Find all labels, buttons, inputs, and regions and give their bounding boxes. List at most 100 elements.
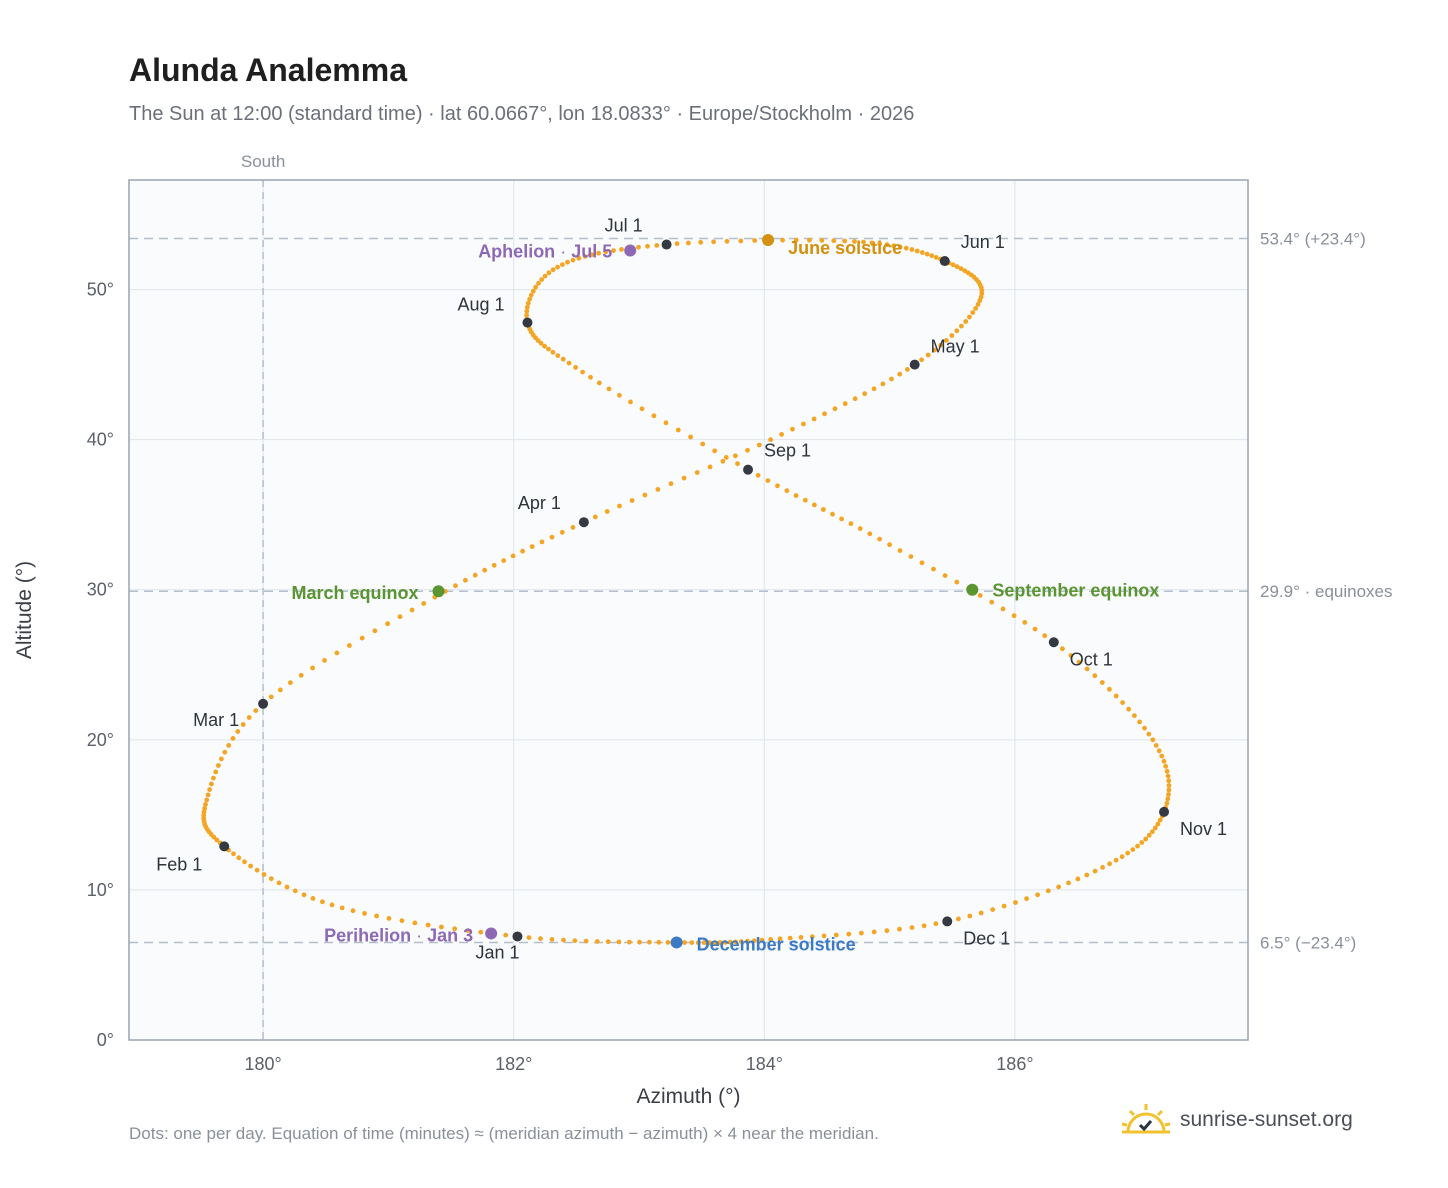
daily-sun-dot: [954, 264, 960, 270]
month-marker: [1159, 806, 1170, 817]
daily-sun-dot: [674, 241, 680, 247]
event-marker: [670, 936, 683, 949]
month-marker: [909, 359, 920, 370]
daily-sun-dot: [222, 749, 228, 755]
daily-sun-dot: [848, 521, 854, 527]
daily-sun-dot: [261, 872, 267, 877]
daily-sun-dot: [914, 248, 920, 254]
daily-sun-dot: [527, 296, 532, 302]
daily-sun-dot: [787, 935, 793, 941]
daily-sun-dot: [694, 470, 700, 475]
daily-sun-dot: [421, 601, 427, 606]
daily-sun-dot: [1100, 865, 1105, 870]
daily-sun-dot: [733, 453, 738, 459]
daily-sun-dot: [1157, 817, 1163, 823]
daily-sun-dot: [549, 937, 555, 942]
y-axis-label: Altitude (°): [13, 561, 36, 659]
daily-sun-dot: [525, 300, 531, 306]
daily-sun-dot: [276, 880, 282, 886]
daily-sun-dot: [755, 472, 761, 478]
month-marker-label: Feb 1: [156, 854, 202, 874]
daily-sun-dot: [700, 441, 706, 447]
daily-sun-dot: [549, 534, 555, 540]
event-name: March equinox: [291, 583, 418, 603]
daily-sun-dot: [954, 579, 960, 585]
daily-sun-dot: [735, 461, 740, 467]
daily-sun-dot: [675, 427, 681, 433]
daily-sun-dot: [1107, 861, 1112, 867]
event-marker: [624, 244, 637, 257]
daily-sun-dot: [1022, 620, 1028, 625]
daily-sun-dot: [560, 262, 565, 267]
month-marker-label: Oct 1: [1070, 649, 1113, 669]
daily-sun-dot: [1164, 768, 1170, 774]
daily-sun-dot: [793, 237, 799, 243]
daily-sun-dot: [933, 921, 939, 927]
daily-sun-dot: [978, 910, 984, 916]
daily-sun-dot: [745, 447, 750, 453]
event-name: December solstice: [697, 934, 856, 954]
daily-sun-dot: [1156, 748, 1162, 754]
daily-sun-dot: [798, 935, 804, 940]
daily-sun-dot: [1125, 850, 1131, 856]
daily-sun-dot: [1045, 888, 1051, 894]
brand[interactable]: sunrise-sunset.org: [1120, 1102, 1353, 1138]
daily-sun-dot: [1056, 884, 1061, 890]
daily-sun-dot: [1000, 606, 1006, 612]
daily-sun-dot: [478, 929, 484, 935]
daily-sun-dot: [546, 270, 552, 276]
daily-sun-dot: [472, 572, 478, 578]
daily-sun-dot: [204, 797, 210, 803]
daily-sun-dot: [929, 253, 935, 259]
daily-sun-dot: [877, 536, 882, 542]
daily-sun-dot: [617, 392, 622, 398]
daily-sun-dot: [412, 920, 418, 926]
brand-name: sunrise-sunset.org: [1180, 1108, 1353, 1131]
daily-sun-dot: [254, 867, 260, 873]
daily-sun-dot: [665, 940, 671, 945]
daily-sun-dot: [1113, 693, 1119, 699]
daily-sun-dot: [246, 715, 252, 720]
daily-sun-dot: [538, 340, 544, 346]
daily-sun-dot: [219, 756, 224, 762]
daily-sun-dot: [698, 239, 704, 245]
daily-sun-dot: [596, 380, 602, 386]
daily-sun-dot: [724, 238, 730, 244]
daily-sun-dot: [1113, 857, 1119, 863]
daily-sun-dot: [301, 892, 307, 898]
daily-sun-dot: [542, 343, 547, 349]
daily-sun-dot: [909, 247, 915, 252]
daily-sun-dot: [963, 319, 969, 324]
daily-sun-dot: [611, 248, 616, 254]
daily-sun-dot: [528, 292, 534, 298]
daily-sun-dot: [453, 583, 458, 589]
daily-sun-dot: [362, 911, 367, 916]
daily-sun-dot: [637, 939, 642, 945]
reference-line-label: 6.5° (−23.4°): [1260, 933, 1356, 952]
daily-sun-dot: [712, 940, 718, 945]
daily-sun-dot: [846, 931, 852, 937]
daily-sun-dot: [201, 809, 207, 815]
daily-sun-dot: [1119, 854, 1125, 860]
daily-sun-dot: [1084, 666, 1090, 672]
daily-sun-dot: [1126, 706, 1132, 712]
month-marker: [522, 317, 533, 328]
daily-sun-dot: [298, 672, 304, 678]
daily-sun-dot: [1152, 825, 1158, 831]
daily-sun-dot: [871, 929, 877, 935]
daily-sun-dot: [539, 277, 545, 282]
daily-sun-dot: [880, 381, 886, 387]
month-marker: [512, 931, 523, 942]
event-marker: [432, 585, 445, 598]
daily-sun-dot: [425, 922, 431, 928]
daily-sun-dot: [819, 238, 825, 243]
daily-sun-dot: [924, 251, 930, 257]
daily-sun-dot: [334, 650, 340, 656]
daily-sun-dot: [950, 262, 956, 268]
daily-sun-dot: [409, 607, 415, 613]
daily-sun-dot: [765, 478, 771, 483]
daily-sun-dot: [852, 396, 858, 402]
daily-sun-dot: [565, 259, 570, 265]
daily-sun-dot: [465, 928, 471, 933]
month-marker: [578, 517, 589, 528]
